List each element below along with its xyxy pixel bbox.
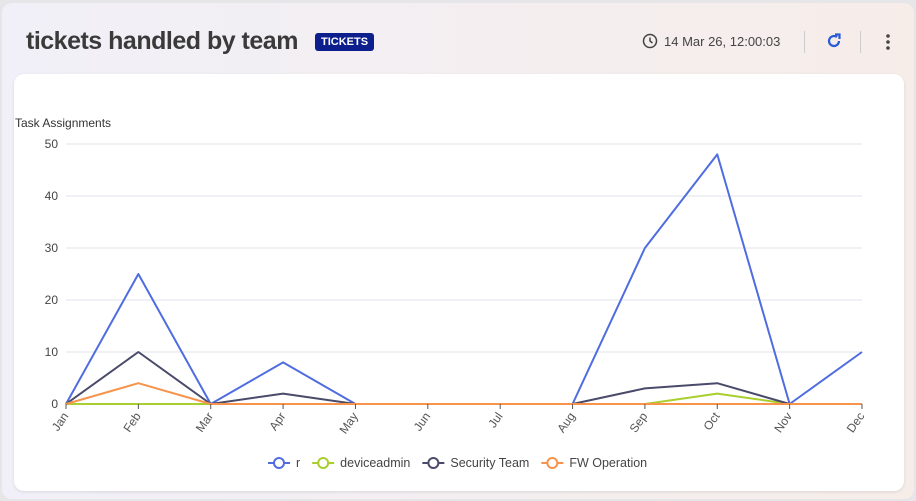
legend-marker-icon (317, 457, 330, 469)
x-tick-label: Jun (411, 410, 434, 434)
legend-item[interactable]: Security Team (422, 456, 529, 470)
x-tick-label: Sep (627, 409, 651, 435)
x-tick-label: Feb (120, 409, 144, 434)
legend-item[interactable]: r (268, 456, 300, 470)
legend-label: r (296, 456, 300, 470)
series-line-fw-operation (65, 382, 862, 405)
legend-label: FW Operation (569, 456, 647, 470)
x-tick-label: May (336, 410, 360, 437)
divider (804, 31, 805, 53)
timestamp: 14 Mar 26, 12:00:03 (642, 33, 780, 49)
y-tick-label: 40 (45, 189, 59, 203)
legend-marker-icon (273, 457, 285, 469)
y-tick-label: 10 (45, 345, 59, 359)
x-tick-label: Jan (49, 410, 72, 434)
legend-marker-icon (546, 457, 559, 469)
y-axis-label: Task Assignments (15, 116, 111, 130)
tickets-badge: TICKETS (315, 33, 375, 51)
x-tick-label: Mar (193, 410, 216, 435)
x-tick-label: Jul (485, 410, 505, 431)
x-tick-label: Aug (554, 410, 578, 436)
y-tick-label: 20 (45, 293, 59, 307)
y-tick-label: 30 (45, 241, 59, 255)
x-tick-label: Apr (266, 410, 288, 433)
widget-title: tickets handled by team (26, 27, 298, 55)
more-vertical-icon[interactable] (884, 32, 892, 52)
y-tick-label: 50 (45, 137, 59, 151)
x-tick-label: Nov (771, 410, 795, 436)
refresh-icon[interactable] (824, 31, 844, 51)
legend-item[interactable]: FW Operation (541, 456, 647, 470)
divider (860, 31, 861, 53)
legend-label: deviceadmin (340, 456, 410, 470)
series-line-deviceadmin (66, 392, 862, 405)
y-tick-label: 0 (51, 397, 58, 411)
x-tick-label: Dec (844, 410, 868, 436)
legend-label: Security Team (450, 456, 529, 470)
legend-marker-icon (427, 457, 440, 469)
timestamp-text: 14 Mar 26, 12:00:03 (664, 33, 781, 49)
series-line-r (65, 153, 863, 405)
x-tick-label: Oct (701, 409, 724, 433)
legend-item[interactable]: deviceadmin (312, 456, 410, 470)
clock-icon (642, 33, 658, 49)
